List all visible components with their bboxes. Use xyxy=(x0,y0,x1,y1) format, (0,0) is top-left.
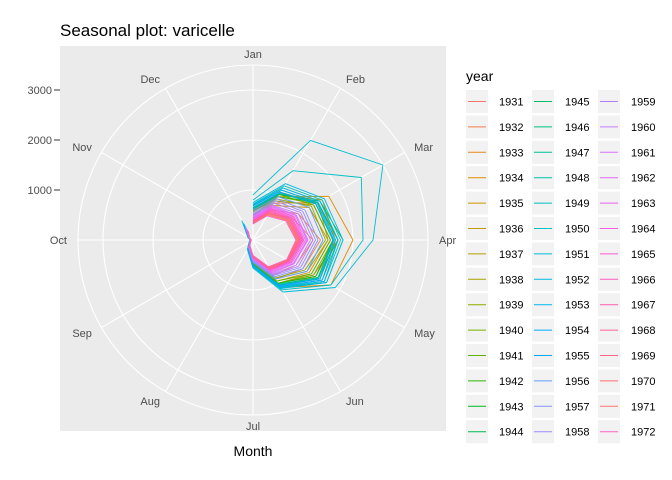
x-axis-title: Month xyxy=(234,443,273,459)
legend-label: 1960 xyxy=(631,122,655,134)
legend-label: 1970 xyxy=(631,376,655,388)
grid-spoke xyxy=(165,88,254,241)
y-ticks: 1000 2000 3000 xyxy=(28,85,60,197)
grid-spoke xyxy=(101,152,254,241)
legend-label: 1936 xyxy=(499,224,523,236)
legend-label: 1964 xyxy=(631,224,655,236)
legend-label: 1942 xyxy=(499,376,523,388)
legend-label: 1949 xyxy=(565,198,589,210)
legend-label: 1932 xyxy=(499,122,523,134)
grid-spoke xyxy=(252,239,341,392)
legend-title: year xyxy=(466,68,494,84)
legend-label: 1952 xyxy=(565,274,589,286)
month-labels: Jan Feb Mar Apr May Jun Jul Aug Sep Oct Nov Dec xyxy=(50,49,457,433)
month-label: May xyxy=(414,328,435,340)
legend-label: 1943 xyxy=(499,401,523,413)
month-label: Jan xyxy=(244,49,262,61)
legend-label: 1958 xyxy=(565,427,589,439)
grid-spoke xyxy=(252,239,405,328)
legend-label: 1934 xyxy=(499,173,523,185)
chart-title: Seasonal plot: varicelle xyxy=(60,21,235,40)
y-tick-label: 1000 xyxy=(28,185,52,197)
legend-label: 1940 xyxy=(499,325,523,337)
month-label: Aug xyxy=(140,396,160,408)
month-label: Sep xyxy=(72,328,92,340)
legend: year 19311932193319341935193619371938193… xyxy=(466,68,655,444)
legend-label: 1944 xyxy=(499,427,523,439)
legend-label: 1948 xyxy=(565,173,589,185)
legend-label: 1957 xyxy=(565,401,589,413)
legend-label: 1959 xyxy=(631,97,655,109)
legend-label: 1961 xyxy=(631,147,655,159)
grid-spoke xyxy=(165,239,254,392)
legend-label: 1956 xyxy=(565,376,589,388)
series-layer xyxy=(241,139,384,293)
polar-grid xyxy=(77,64,429,416)
legend-label: 1951 xyxy=(565,249,589,261)
grid-spoke xyxy=(101,239,254,328)
legend-label: 1941 xyxy=(499,351,523,363)
legend-label: 1931 xyxy=(499,97,523,109)
legend-label: 1946 xyxy=(565,122,589,134)
legend-label: 1950 xyxy=(565,224,589,236)
legend-label: 1971 xyxy=(631,401,655,413)
legend-items: 1931 1932 1933 1934 1935 1936 1937 1938 1939 1940… xyxy=(466,90,655,444)
legend-label: 1969 xyxy=(631,351,655,363)
y-tick-label: 2000 xyxy=(28,135,52,147)
legend-label: 1962 xyxy=(631,173,655,185)
series-line xyxy=(248,215,297,268)
legend-label: 1968 xyxy=(631,325,655,337)
legend-label: 1933 xyxy=(499,147,523,159)
month-label: Jun xyxy=(346,396,364,408)
legend-label: 1953 xyxy=(565,300,589,312)
legend-label: 1972 xyxy=(631,427,655,439)
month-label: Mar xyxy=(414,142,433,154)
legend-label: 1966 xyxy=(631,274,655,286)
legend-label: 1937 xyxy=(499,249,523,261)
y-tick-label: 3000 xyxy=(28,85,52,97)
legend-label: 1945 xyxy=(565,97,589,109)
month-label: Apr xyxy=(439,235,456,247)
month-label: Jul xyxy=(246,421,260,433)
legend-label: 1947 xyxy=(565,147,589,159)
month-label: Feb xyxy=(346,74,365,86)
legend-label: 1935 xyxy=(499,198,523,210)
legend-label: 1955 xyxy=(565,351,589,363)
month-label: Oct xyxy=(50,235,67,247)
month-label: Nov xyxy=(72,142,92,154)
legend-label: 1954 xyxy=(565,325,589,337)
month-label: Dec xyxy=(140,74,160,86)
legend-label: 1963 xyxy=(631,198,655,210)
legend-label: 1965 xyxy=(631,249,655,261)
legend-label: 1967 xyxy=(631,300,655,312)
legend-label: 1939 xyxy=(499,300,523,312)
legend-label: 1938 xyxy=(499,274,523,286)
